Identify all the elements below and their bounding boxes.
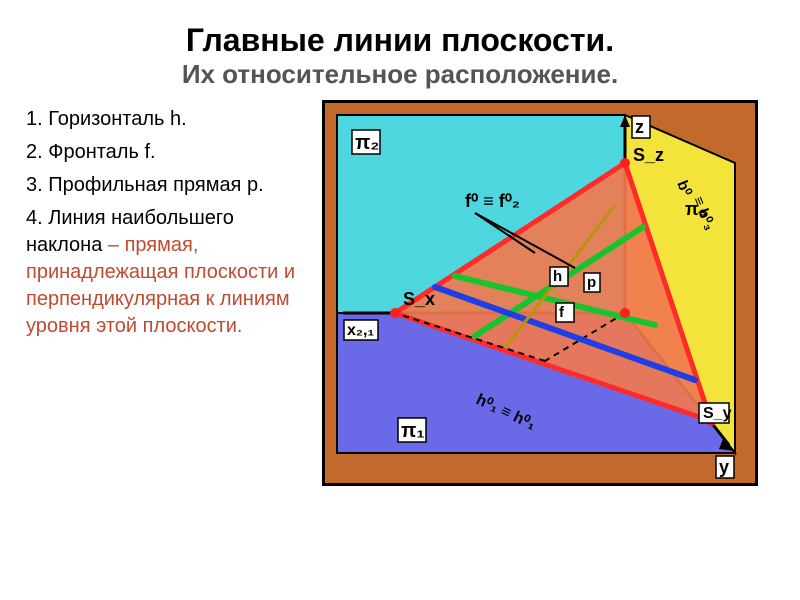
svg-text:S_z: S_z [633, 145, 664, 165]
svg-text:h: h [553, 268, 562, 285]
svg-text:x₂,₁: x₂,₁ [347, 322, 374, 339]
slide-title: Главные линии плоскости. Их относительно… [26, 22, 774, 90]
slide-body: 1. Горизонталь h. 2. Фронталь f. 3. Проф… [26, 100, 774, 486]
figure-frame: π₂π₁π₃zx₂,₁yS_zS_xS_yhfpf⁰ ≡ f⁰₂h⁰₁ ≡ h⁰… [322, 100, 758, 486]
svg-text:f⁰ ≡ f⁰₂: f⁰ ≡ f⁰₂ [465, 191, 520, 211]
svg-text:π₁: π₁ [401, 420, 425, 442]
slide: Главные линии плоскости. Их относительно… [0, 0, 800, 600]
svg-text:S_x: S_x [403, 289, 435, 309]
svg-text:p: p [587, 274, 596, 291]
diagram-svg: π₂π₁π₃zx₂,₁yS_zS_xS_yhfpf⁰ ≡ f⁰₂h⁰₁ ≡ h⁰… [325, 103, 755, 483]
title-line-1: Главные линии плоскости. [26, 22, 774, 59]
text-list: 1. Горизонталь h. 2. Фронталь f. 3. Проф… [26, 100, 306, 486]
item4-part-b: наклона [26, 234, 102, 256]
svg-text:S_y: S_y [703, 405, 732, 422]
title-line-2: Их относительное расположение. [26, 59, 774, 90]
svg-text:y: y [719, 457, 729, 477]
svg-text:z: z [635, 117, 644, 137]
svg-text:π₂: π₂ [355, 132, 379, 154]
list-item-4: 4. Линия наибольшего наклона – прямая, п… [26, 205, 306, 340]
figure-wrap: π₂π₁π₃zx₂,₁yS_zS_xS_yhfpf⁰ ≡ f⁰₂h⁰₁ ≡ h⁰… [306, 100, 774, 486]
list-item-3: 3. Профильная прямая p. [26, 172, 306, 199]
list-item-1: 1. Горизонталь h. [26, 106, 306, 133]
item4-part-a: 4. Линия наибольшего [26, 207, 234, 229]
list-item-2: 2. Фронталь f. [26, 139, 306, 166]
